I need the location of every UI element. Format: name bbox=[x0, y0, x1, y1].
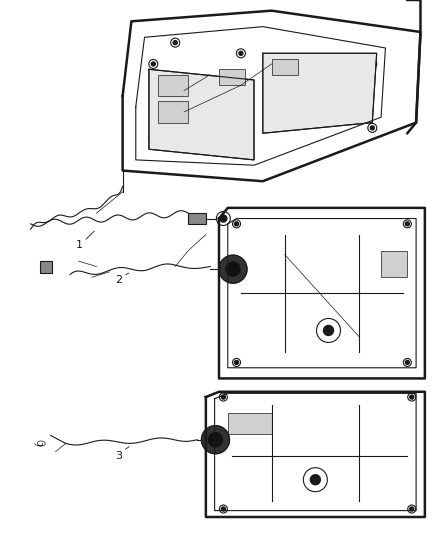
Bar bbox=[40, 261, 52, 272]
Circle shape bbox=[370, 126, 374, 130]
Polygon shape bbox=[149, 69, 254, 160]
Bar bbox=[158, 75, 188, 96]
Circle shape bbox=[173, 41, 177, 45]
Text: 3: 3 bbox=[115, 451, 122, 461]
Polygon shape bbox=[263, 53, 377, 133]
Circle shape bbox=[234, 360, 239, 365]
Circle shape bbox=[221, 507, 226, 511]
Circle shape bbox=[234, 222, 239, 226]
Circle shape bbox=[405, 360, 410, 365]
Circle shape bbox=[239, 147, 243, 151]
Circle shape bbox=[221, 395, 226, 399]
Circle shape bbox=[220, 215, 227, 222]
Circle shape bbox=[410, 507, 414, 511]
Bar bbox=[381, 251, 407, 277]
Bar bbox=[158, 101, 188, 123]
Text: 1: 1 bbox=[75, 240, 82, 250]
Text: 2: 2 bbox=[115, 275, 122, 285]
Circle shape bbox=[239, 51, 243, 55]
Circle shape bbox=[324, 326, 333, 335]
Circle shape bbox=[208, 433, 223, 447]
Bar bbox=[219, 69, 245, 85]
Circle shape bbox=[405, 222, 410, 226]
Circle shape bbox=[226, 262, 240, 276]
Circle shape bbox=[201, 426, 230, 454]
Bar bbox=[228, 413, 272, 434]
Circle shape bbox=[151, 136, 155, 141]
Circle shape bbox=[410, 395, 414, 399]
Bar bbox=[188, 213, 206, 224]
Circle shape bbox=[219, 255, 247, 283]
Circle shape bbox=[370, 62, 374, 66]
Circle shape bbox=[311, 475, 320, 484]
Circle shape bbox=[151, 62, 155, 66]
Bar bbox=[272, 59, 298, 75]
